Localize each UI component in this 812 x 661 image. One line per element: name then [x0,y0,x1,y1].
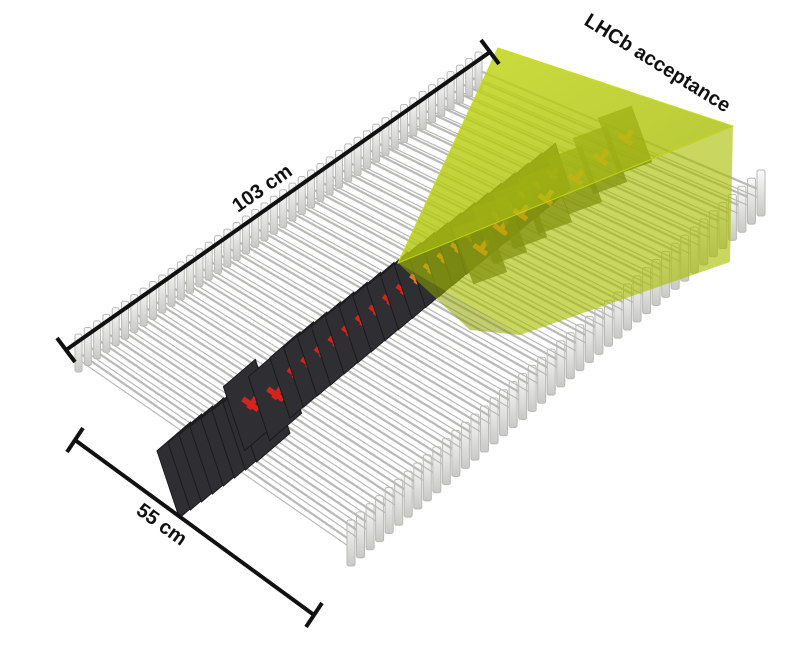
dimension-short-tick-end [304,601,324,629]
acceptance-cone-front [398,126,733,335]
acceptance-cone-side [398,263,520,335]
dimension-long-tick-start [55,336,77,364]
dimension-long-tick-end [479,38,501,66]
dimension-short-line [73,438,316,617]
dimension-long-line [64,50,492,352]
dimension-short-tick-start [65,426,85,454]
acceptance-cone [397,47,735,335]
